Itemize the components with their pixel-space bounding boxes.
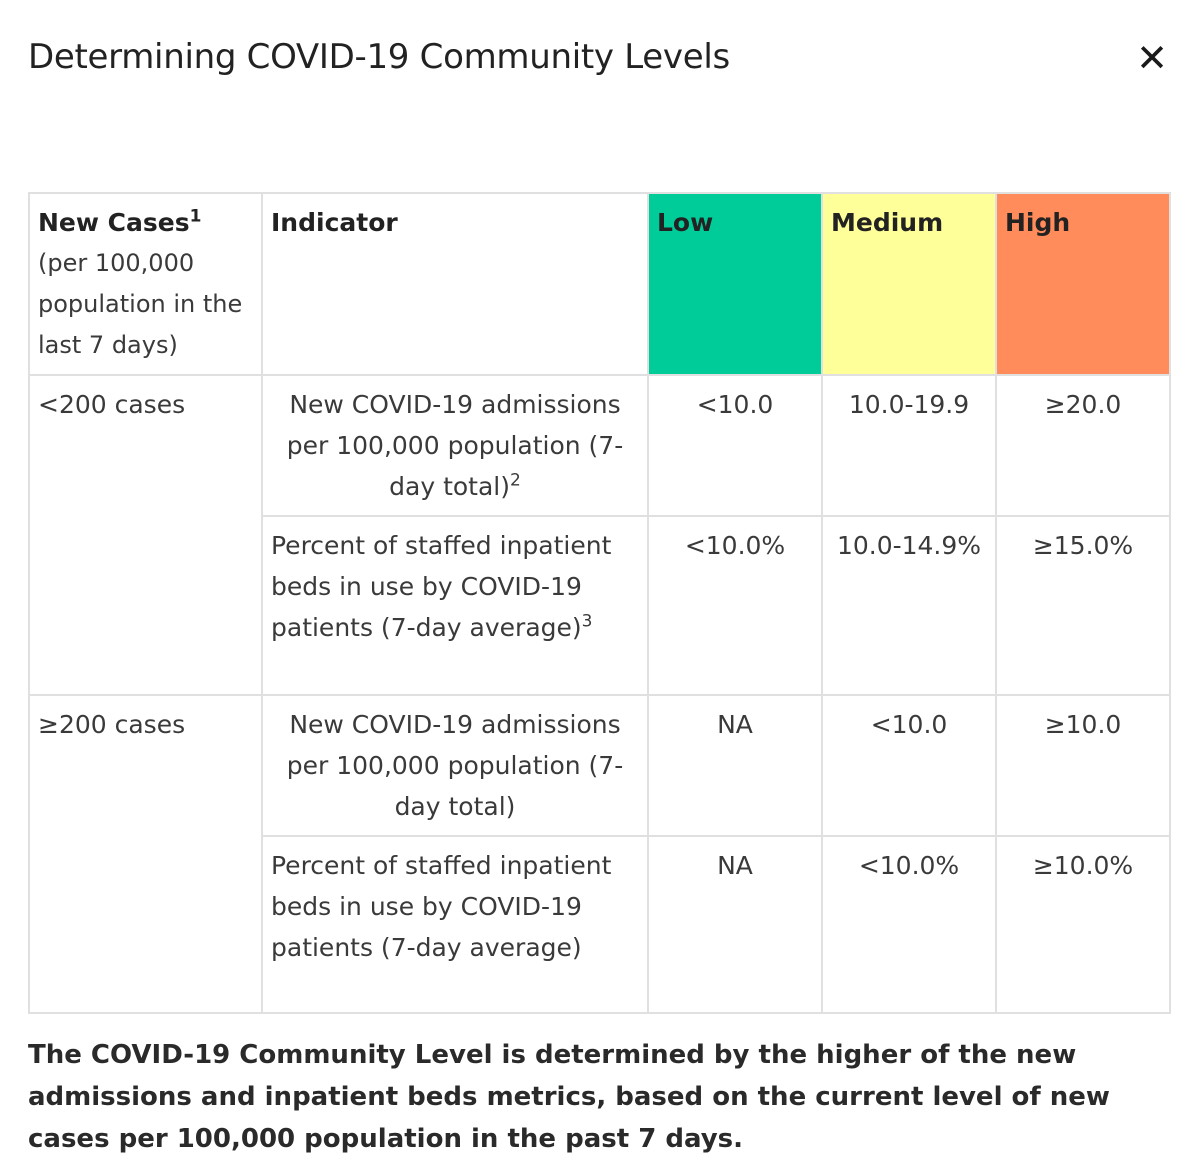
header-new-cases-label: New Cases xyxy=(38,208,190,237)
medium-value: 10.0-14.9% xyxy=(821,515,997,696)
header-indicator: Indicator xyxy=(261,192,649,376)
table-row: Percent of staffed inpatient beds in use… xyxy=(29,835,1171,1014)
indicator-cell: Percent of staffed inpatient beds in use… xyxy=(261,835,649,1014)
medium-value: <10.0 xyxy=(821,694,997,837)
summary-text: The COVID-19 Community Level is determin… xyxy=(28,1040,1110,1154)
table-row: ≥200 cases New COVID-19 admissions per 1… xyxy=(28,694,1171,1014)
close-icon[interactable]: ✕ xyxy=(1136,36,1168,80)
cases-cell: <200 cases xyxy=(28,374,263,696)
high-value: ≥20.0 xyxy=(995,374,1171,517)
indicator-text: Percent of staffed inpatient beds in use… xyxy=(271,851,612,962)
header-medium: Medium xyxy=(821,192,997,376)
table-row: Percent of staffed inpatient beds in use… xyxy=(29,515,1171,696)
header-new-cases-sub: (per 100,000 population in the last 7 da… xyxy=(38,249,243,359)
low-value: <10.0 xyxy=(647,374,823,517)
indicator-cell: Percent of staffed inpatient beds in use… xyxy=(261,515,649,696)
high-value: ≥15.0% xyxy=(995,515,1171,696)
footnote-ref: 3 xyxy=(581,611,593,632)
table-header-row: New Cases1 (per 100,000 population in th… xyxy=(28,192,1171,376)
header-low: Low xyxy=(647,192,823,376)
medium-value: 10.0-19.9 xyxy=(821,374,997,517)
footnote-ref: 1 xyxy=(189,206,202,227)
high-value: ≥10.0 xyxy=(995,694,1171,837)
indicator-text: New COVID-19 admissions per 100,000 popu… xyxy=(286,710,624,821)
cases-cell: ≥200 cases xyxy=(28,694,263,1014)
dialog-title: Determining COVID-19 Community Levels xyxy=(28,37,730,77)
indicator-cell: New COVID-19 admissions per 100,000 popu… xyxy=(261,374,649,517)
indicator-text: Percent of staffed inpatient beds in use… xyxy=(271,531,612,642)
medium-value: <10.0% xyxy=(821,835,997,1014)
table-row: <200 cases New COVID-19 admissions per 1… xyxy=(28,374,1171,696)
dialog-header: Determining COVID-19 Community Levels ✕ xyxy=(28,34,1172,84)
low-value: NA xyxy=(647,694,823,837)
header-high: High xyxy=(995,192,1171,376)
header-new-cases: New Cases1 (per 100,000 population in th… xyxy=(28,192,263,376)
indicator-text: New COVID-19 admissions per 100,000 popu… xyxy=(286,390,624,501)
low-value: <10.0% xyxy=(647,515,823,696)
high-value: ≥10.0% xyxy=(995,835,1171,1014)
indicator-cell: New COVID-19 admissions per 100,000 popu… xyxy=(261,694,649,837)
low-value: NA xyxy=(647,835,823,1014)
community-levels-table: New Cases1 (per 100,000 population in th… xyxy=(28,192,1171,1014)
footnote-ref: 2 xyxy=(510,470,521,491)
